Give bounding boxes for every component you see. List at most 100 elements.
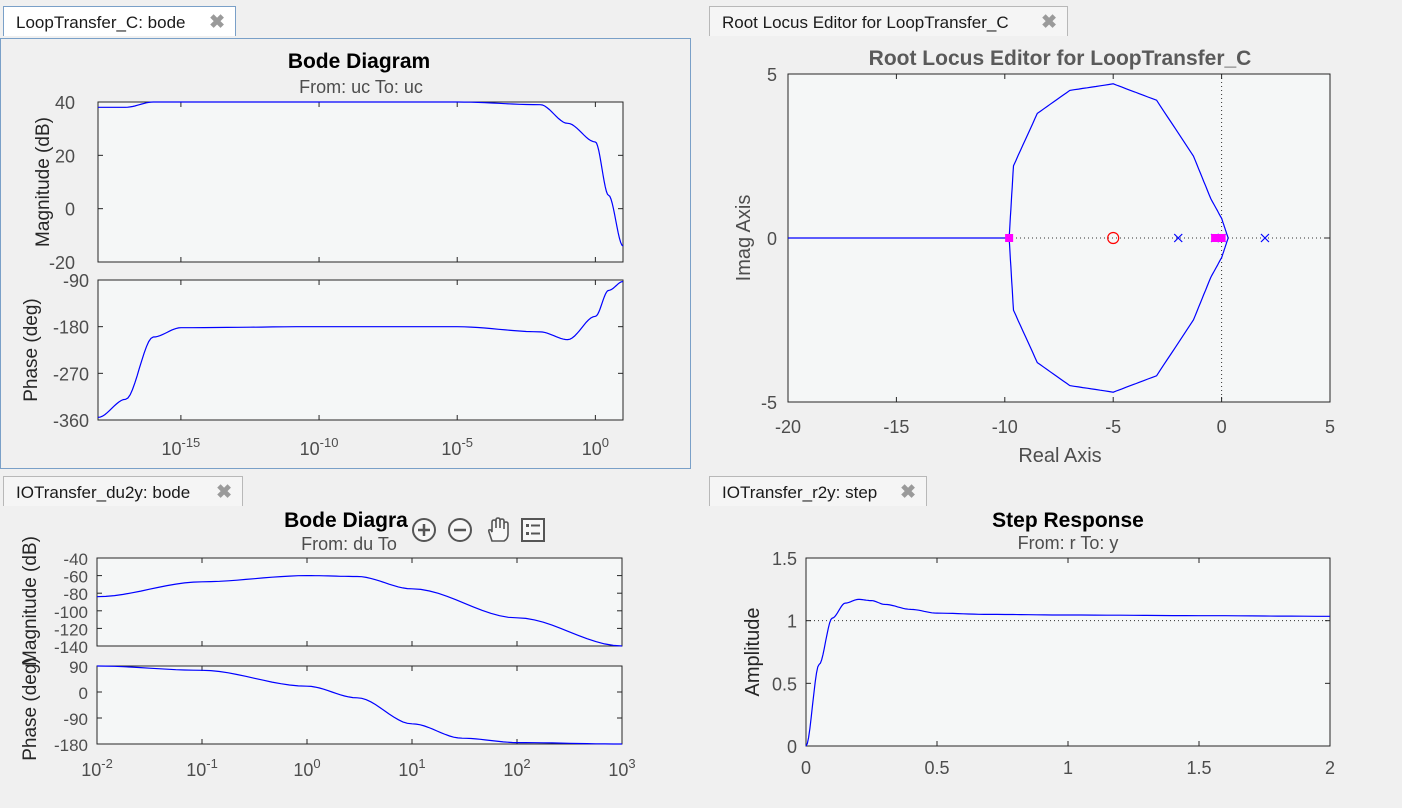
y-tick-label: -360 xyxy=(53,411,89,431)
x-tick-label: 102 xyxy=(503,756,530,780)
x-tick-label: -5 xyxy=(1105,417,1121,437)
y-tick-label: 90 xyxy=(69,658,88,677)
chart-subtitle: From: r To: y xyxy=(1018,533,1119,553)
x-tick-label: 10-10 xyxy=(300,435,339,459)
y-tick-label: 20 xyxy=(55,146,75,166)
chart-title: Step Response xyxy=(992,509,1144,532)
panel-root-locus: Root Locus Editor for LoopTransfer_C -20 -… xyxy=(697,36,1402,470)
y-tick-label: -90 xyxy=(63,271,89,291)
close-icon[interactable]: ✖ xyxy=(209,12,225,33)
magnitude-curve xyxy=(98,101,624,247)
x-tick-label: 2 xyxy=(1325,758,1335,778)
y-tick-label: 0 xyxy=(65,200,75,220)
y-tick-label: -90 xyxy=(63,710,88,729)
y-tick-label: -120 xyxy=(54,620,88,639)
closed-loop-pole-marker xyxy=(1217,234,1226,242)
tab-root-locus-editor[interactable]: Root Locus Editor for LoopTransfer_C ✖ xyxy=(709,6,1068,36)
panel-step-response: Step Response From: r To: y 0 0.5 1 1.5 2 1.5 1 0… xyxy=(697,506,1402,778)
magnitude-axes xyxy=(97,101,624,263)
x-tick-label: 103 xyxy=(608,756,635,780)
tab-label: IOTransfer_r2y: step xyxy=(722,483,878,502)
y-tick-label: -20 xyxy=(49,253,75,273)
tabbar-bottom-right: IOTransfer_r2y: step ✖ xyxy=(697,470,1402,506)
closed-loop-pole-marker xyxy=(1211,234,1220,242)
magnitude-curve xyxy=(96,574,623,647)
y-axis-label: Imag Axis xyxy=(733,195,755,282)
x-tick-label: 1 xyxy=(1063,758,1073,778)
tabbar-top-left: LoopTransfer_C: bode ✖ xyxy=(0,0,692,36)
chart-title: Root Locus Editor for LoopTransfer_C xyxy=(869,47,1252,70)
tab-label: LoopTransfer_C: bode xyxy=(16,13,186,32)
x-tick-label: 10-2 xyxy=(81,756,113,780)
data-cursor-icon[interactable] xyxy=(520,517,546,543)
open-loop-pole-marker xyxy=(1260,233,1270,243)
y-tick-label: -40 xyxy=(63,550,88,569)
x-tick-label: 0.5 xyxy=(924,758,949,778)
tabbar-bottom-left: IOTransfer_du2y: bode ✖ xyxy=(0,470,692,506)
open-loop-pole-marker xyxy=(1173,233,1183,243)
x-tick-label: 100 xyxy=(293,756,320,780)
panel-bode-looptransfer-c: Bode Diagram From: uc To: uc 40 20 0 -20 -90 -1… xyxy=(0,38,691,469)
pan-hand-icon[interactable] xyxy=(484,517,510,543)
magnitude-axes xyxy=(96,557,623,647)
open-loop-zero-marker xyxy=(1107,231,1120,245)
x-tick-label: 1.5 xyxy=(1186,758,1211,778)
root-locus-plot[interactable]: Root Locus Editor for LoopTransfer_C -20 -… xyxy=(697,36,1402,470)
step-response-curve xyxy=(805,598,1330,747)
y-tick-label: -140 xyxy=(54,638,88,657)
bode-c-plot[interactable]: Bode Diagram From: uc To: uc 40 20 0 -20-90 -1… xyxy=(1,39,692,470)
y-tick-label: -100 xyxy=(54,603,88,622)
phase-axes xyxy=(96,665,623,745)
tab-iotransfer-du2y-bode[interactable]: IOTransfer_du2y: bode ✖ xyxy=(3,476,243,506)
x-tick-label: 10-1 xyxy=(186,756,218,780)
x-tick-label: 0 xyxy=(801,758,811,778)
x-tick-label: -10 xyxy=(992,417,1018,437)
y-tick-label: 1.5 xyxy=(772,549,797,569)
tab-iotransfer-r2y-step[interactable]: IOTransfer_r2y: step ✖ xyxy=(709,476,927,506)
phase-ylabel: Phase (deg) xyxy=(20,657,41,761)
y-tick-label: 5 xyxy=(767,65,777,85)
chart-title: Bode Diagram xyxy=(288,50,430,73)
y-tick-label: -80 xyxy=(63,585,88,604)
y-tick-label: 40 xyxy=(55,93,75,113)
zoom-in-icon[interactable] xyxy=(411,517,437,543)
x-tick-label: 0 xyxy=(1217,417,1227,437)
x-tick-label: -15 xyxy=(883,417,909,437)
x-tick-label: 10-15 xyxy=(161,435,200,459)
y-tick-label: 0 xyxy=(79,684,88,703)
y-tick-label: -5 xyxy=(761,393,777,413)
y-tick-label: 0.5 xyxy=(772,674,797,694)
x-tick-label: -20 xyxy=(775,417,801,437)
panel-bode-du2y: Bode Diagra From: du To -40 -60 -80 -100 -120-… xyxy=(0,506,692,780)
phase-curve xyxy=(96,665,622,745)
phase-curve xyxy=(97,281,624,418)
y-tick-label: -180 xyxy=(53,318,89,338)
y-tick-label: -60 xyxy=(63,568,88,587)
chart-subtitle: From: uc To: uc xyxy=(299,77,423,97)
tab-looptransfer-c-bode[interactable]: LoopTransfer_C: bode ✖ xyxy=(3,6,236,36)
close-icon[interactable]: ✖ xyxy=(216,482,232,503)
y-axis-label: Amplitude xyxy=(742,608,764,697)
phase-ylabel: Phase (deg) xyxy=(21,298,42,402)
chart-title: Bode Diagra xyxy=(284,509,408,532)
close-icon[interactable]: ✖ xyxy=(900,482,916,503)
close-icon[interactable]: ✖ xyxy=(1041,12,1057,33)
tab-label: IOTransfer_du2y: bode xyxy=(16,483,191,502)
x-tick-label: 10-5 xyxy=(441,435,473,459)
tabbar-top-right: Root Locus Editor for LoopTransfer_C ✖ xyxy=(697,0,1402,36)
x-axis-label: Real Axis xyxy=(1018,445,1101,467)
step-axes xyxy=(805,557,1331,747)
closed-loop-pole-marker xyxy=(1005,234,1014,242)
y-tick-label: -180 xyxy=(54,736,88,755)
y-tick-label: 0 xyxy=(767,229,777,249)
y-tick-label: -270 xyxy=(53,364,89,384)
tab-label: Root Locus Editor for LoopTransfer_C xyxy=(722,13,1009,32)
x-tick-label: 100 xyxy=(582,435,609,459)
locus-branch xyxy=(1008,83,1229,239)
y-tick-label: 0 xyxy=(787,737,797,757)
zoom-out-icon[interactable] xyxy=(447,517,473,543)
phase-axes xyxy=(97,279,624,421)
x-tick-label: 101 xyxy=(398,756,425,780)
